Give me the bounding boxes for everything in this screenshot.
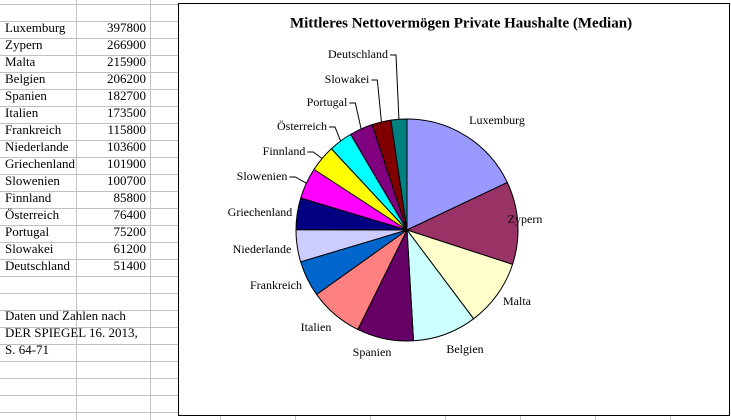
slice-label: Slowakei [325, 72, 370, 86]
cell-value: 215900 [107, 54, 146, 69]
leader-line [349, 102, 362, 130]
slice-label: Griechenland [228, 205, 293, 219]
leader-line [328, 126, 342, 142]
leader-line [289, 176, 307, 184]
cell-note: DER SPIEGEL 16. 2013, [5, 325, 138, 340]
slice-label: Portugal [307, 95, 348, 109]
cell-name: Deutschland [5, 258, 70, 273]
cell-name: Zypern [5, 37, 43, 52]
cell-value: 103600 [107, 139, 146, 154]
cell-value: 85800 [114, 190, 147, 205]
cell-value: 173500 [107, 105, 146, 120]
cell-value: 182700 [107, 88, 146, 103]
cell-name: Österreich [5, 207, 60, 222]
slice-label: Österreich [277, 119, 327, 133]
slice-label: Slowenien [237, 169, 288, 183]
cell-name: Belgien [5, 71, 46, 86]
pie: Luxemburg Zypern Malta Belgien Spanien Italie… [228, 47, 543, 359]
leader-line [389, 54, 400, 120]
cell-value: 101900 [107, 156, 146, 171]
leader-line [307, 151, 323, 159]
cell-value: 75200 [114, 224, 147, 239]
chart-title: Mittleres Nettovermögen Private Haushalt… [290, 15, 632, 31]
cell-name: Spanien [5, 88, 47, 103]
cell-value: 100700 [107, 173, 146, 188]
cell-name: Griechenland [5, 156, 76, 171]
slice-label: Luxemburg [469, 113, 525, 127]
slice-label: Finnland [263, 144, 306, 158]
cell-name: Portugal [5, 224, 49, 239]
cell-name: Finnland [5, 190, 52, 205]
slice-label: Frankreich [250, 278, 302, 292]
cell-value: 61200 [114, 241, 147, 256]
cell-name: Slowakei [5, 241, 54, 256]
pie-slice [390, 118, 408, 231]
cell-value: 397800 [107, 20, 146, 35]
cell-value: 51400 [114, 258, 147, 273]
cell-note: Daten und Zahlen nach [5, 308, 126, 323]
cell-name: Italien [5, 105, 39, 120]
slice-label: Spanien [353, 345, 392, 359]
slice-label: Belgien [446, 342, 483, 356]
cell-value: 206200 [107, 71, 146, 86]
pie-slice [405, 181, 519, 265]
cell-value: 115800 [107, 122, 146, 137]
cell-name: Slowenien [5, 173, 60, 188]
slice-label: Niederlande [233, 242, 292, 256]
cell-note: S. 64-71 [5, 342, 49, 357]
cell-name: Malta [5, 54, 36, 69]
slice-label: Zypern [508, 212, 543, 226]
pie-slice [406, 118, 508, 231]
leader-line [371, 79, 382, 123]
sheet-grid: Luxemburg 397800 Zypern 266900 Malta 215900 Be… [0, 0, 671, 420]
slice-label: Italien [301, 320, 332, 334]
slice-label: Deutschland [328, 47, 388, 61]
cell-name: Frankreich [5, 122, 62, 137]
cell-name: Niederlande [5, 139, 69, 154]
cell-name: Luxemburg [5, 20, 66, 35]
slice-label: Malta [503, 294, 532, 308]
cell-value: 76400 [114, 207, 147, 222]
cell-value: 266900 [107, 37, 146, 52]
